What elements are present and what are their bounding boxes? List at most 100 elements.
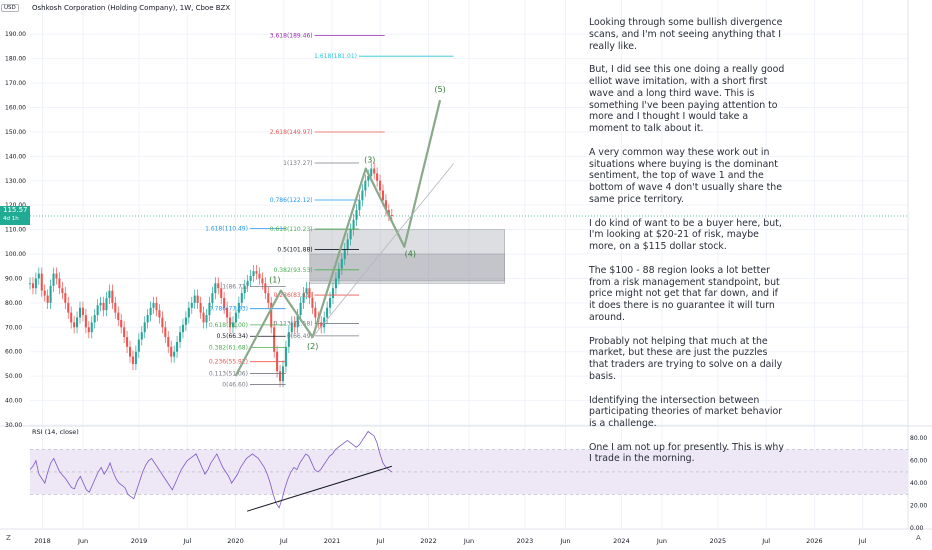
last-price-value: 115.57 <box>3 206 28 214</box>
candle-body <box>284 346 287 367</box>
candle-body <box>326 307 329 318</box>
candle-body <box>320 322 323 328</box>
candle-body <box>76 317 79 328</box>
wave-label: (4) <box>405 250 416 259</box>
price-tick-label: 190.00 <box>5 31 26 38</box>
candle-body <box>234 312 237 323</box>
candle-body <box>258 273 261 279</box>
time-tick-label: Jul <box>375 537 384 545</box>
fib-level-label: 3.618(189.46) <box>270 33 313 40</box>
candle-body <box>376 173 379 181</box>
candle-body <box>73 322 76 328</box>
candle-body <box>364 180 367 191</box>
candle-body <box>226 307 229 318</box>
candle-body <box>314 307 317 318</box>
candle-body <box>158 310 161 318</box>
candle-body <box>220 288 223 298</box>
candle-body <box>67 302 70 313</box>
commentary-paragraph: Probably not helping that much at the ma… <box>589 335 783 382</box>
candles <box>28 162 393 388</box>
rsi-tick-label: 40.00 <box>910 480 927 487</box>
candle-body <box>343 249 346 259</box>
candle-body <box>120 319 123 328</box>
candle-body <box>384 200 387 211</box>
auto-scale-icon[interactable]: A <box>916 534 921 542</box>
candle-body <box>214 283 217 294</box>
candle-body <box>126 337 129 347</box>
rsi-trendline <box>246 465 392 512</box>
candle-body <box>373 168 376 174</box>
candle-body <box>99 302 102 306</box>
fib-level-label: 0.236(55.92) <box>209 359 248 366</box>
price-tick-label: 170.00 <box>5 80 26 87</box>
candle-body <box>270 302 273 328</box>
time-tick-label: Jun <box>656 537 667 545</box>
candle-body <box>96 305 99 316</box>
candle-body <box>299 302 302 316</box>
wave-label: (2) <box>307 342 318 351</box>
commentary-paragraph: A very common way these work out in situ… <box>589 146 783 205</box>
candle-body <box>355 210 358 220</box>
time-tick-label: Jul <box>182 537 191 545</box>
idea-commentary: Looking through some bullish divergence … <box>589 17 785 477</box>
price-tick-label: 120.00 <box>5 202 26 209</box>
candle-body <box>349 229 352 240</box>
commentary-paragraph: Identifying the intersection between par… <box>589 394 783 430</box>
candle-body <box>123 327 126 338</box>
price-tick-label: 100.00 <box>5 251 26 258</box>
zoom-icon[interactable]: Z <box>6 534 11 542</box>
fib-level-label: 0(66.49) <box>287 333 313 340</box>
candle-body <box>81 307 84 316</box>
candle-body <box>52 273 55 286</box>
fib-level-label: 0.382(61.68) <box>209 345 248 352</box>
time-tick-label: Jun <box>559 537 570 545</box>
candle-body <box>387 210 390 215</box>
candle-body <box>381 190 385 201</box>
rsi-tick-label: 0.00 <box>910 525 924 532</box>
candle-body <box>352 219 355 230</box>
candle-body <box>78 307 82 318</box>
price-tick-label: 150.00 <box>5 129 26 136</box>
candle-body <box>246 280 249 286</box>
symbol-title: Oshkosh Corporation (Holding Company), 1… <box>32 4 231 12</box>
candle-body <box>55 273 58 279</box>
time-tick-label: 2019 <box>131 537 148 545</box>
candle-body <box>137 339 140 352</box>
price-tick-label: 70.00 <box>5 324 22 331</box>
price-tick-label: 30.00 <box>5 422 22 429</box>
candle-body <box>279 371 282 382</box>
fib-level-label: 0.5(66.34) <box>217 333 248 340</box>
candle-body <box>231 322 234 328</box>
commentary-paragraph: Looking through some bullish divergence … <box>589 17 783 52</box>
wave-label: (3) <box>364 156 375 165</box>
candle-body <box>370 168 373 176</box>
candle-body <box>49 285 52 303</box>
rsi-pane: 80.00 60.00 40.00 20.00 0.00 <box>29 430 927 532</box>
currency-badge[interactable]: USD <box>1 4 19 12</box>
candle-body <box>264 283 267 294</box>
fib-level-label: 0.786(122.12) <box>270 197 313 204</box>
fib-level-label: 1.618(181.01) <box>314 53 357 60</box>
price-tick-label: 180.00 <box>5 56 26 63</box>
rsi-line <box>29 430 393 509</box>
time-tick-label: 2023 <box>517 537 534 545</box>
elliott-wave-path <box>234 99 442 377</box>
candle-body <box>237 302 240 313</box>
candle-body <box>58 278 61 289</box>
time-tick-label: Jun <box>463 537 474 545</box>
time-tick-label: 2025 <box>710 537 727 545</box>
candle-body <box>190 302 193 308</box>
candle-body <box>37 273 40 279</box>
price-tick-label: 130.00 <box>5 178 26 185</box>
rsi-tick-label: 80.00 <box>910 435 927 442</box>
candle-body <box>367 175 370 181</box>
wave-label: (5) <box>434 85 445 94</box>
candle-body <box>43 290 46 296</box>
candle-body <box>161 317 164 328</box>
bar-countdown: 4d 1h <box>3 216 19 222</box>
candle-body <box>202 312 205 323</box>
candle-body <box>28 283 32 285</box>
time-tick-label: 2022 <box>420 537 437 545</box>
price-tick-label: 80.00 <box>5 300 22 307</box>
